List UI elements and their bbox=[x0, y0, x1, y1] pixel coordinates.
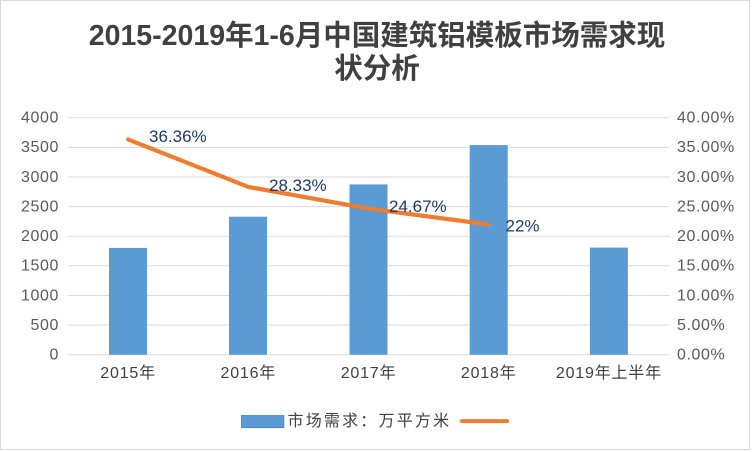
svg-text:0: 0 bbox=[50, 347, 60, 364]
svg-text:35.00%: 35.00% bbox=[677, 139, 735, 156]
svg-text:22%: 22% bbox=[506, 217, 540, 236]
svg-text:10.00%: 10.00% bbox=[677, 287, 735, 304]
svg-text:2500: 2500 bbox=[21, 199, 59, 216]
svg-text:3500: 3500 bbox=[21, 139, 59, 156]
svg-text:0.00%: 0.00% bbox=[677, 347, 725, 364]
svg-text:28.33%: 28.33% bbox=[269, 176, 327, 195]
svg-text:4000: 4000 bbox=[21, 110, 59, 127]
svg-text:2019年上半年: 2019年上半年 bbox=[556, 364, 662, 382]
svg-text:20.00%: 20.00% bbox=[677, 228, 735, 245]
svg-text:40.00%: 40.00% bbox=[677, 110, 735, 127]
svg-text:500: 500 bbox=[31, 317, 60, 334]
svg-text:1000: 1000 bbox=[21, 287, 59, 304]
svg-text:15.00%: 15.00% bbox=[677, 258, 735, 275]
svg-text:2016年: 2016年 bbox=[221, 364, 277, 382]
svg-text:2015年: 2015年 bbox=[100, 364, 156, 382]
svg-text:30.00%: 30.00% bbox=[677, 169, 735, 186]
svg-text:2000: 2000 bbox=[21, 228, 59, 245]
svg-text:1500: 1500 bbox=[21, 258, 59, 275]
svg-text:3000: 3000 bbox=[21, 169, 59, 186]
svg-text:市场需求：万平方米: 市场需求：万平方米 bbox=[288, 412, 452, 430]
svg-text:25.00%: 25.00% bbox=[677, 199, 735, 216]
svg-text:2017年: 2017年 bbox=[341, 364, 397, 382]
svg-text:5.00%: 5.00% bbox=[677, 317, 725, 334]
svg-text:2018年: 2018年 bbox=[461, 364, 517, 382]
svg-text:24.67%: 24.67% bbox=[389, 197, 447, 216]
svg-text:36.36%: 36.36% bbox=[149, 127, 207, 146]
